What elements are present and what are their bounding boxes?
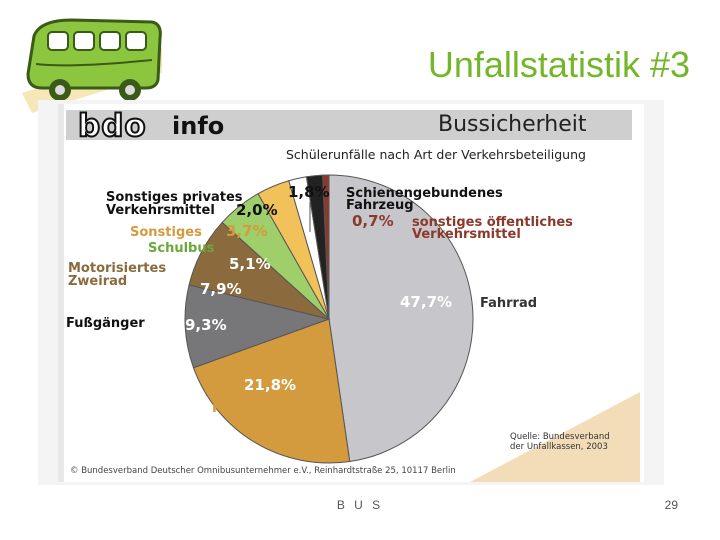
bus-logo-icon (22, 18, 162, 113)
pie-category-label-pkw: PKW (212, 401, 246, 416)
pie-category-label-schulbus: Schulbus (148, 241, 215, 256)
pie-slice-fahrrad (328, 174, 474, 463)
pie-value-label-sonstiges-privat: 2,0% (236, 201, 278, 219)
poster-header-band (66, 110, 632, 140)
pie-category-label-sonstiges-privat: Sonstiges privates (106, 190, 243, 205)
pie-value-label-pkw: 21,8% (244, 376, 296, 394)
source-line-1: Quelle: Bundesverband (510, 432, 610, 442)
pie-category-label-oepnv: Verkehrsmittel (412, 227, 521, 242)
chart-title: Schülerunfälle nach Art der Verkehrsbete… (286, 147, 586, 162)
copyright-line: © Bundesverband Deutscher Omnibusunterne… (70, 466, 456, 476)
footer-label: B U S (336, 498, 384, 512)
pie-value-label-sonstiges: 3,7% (226, 222, 268, 240)
pie-value-label-fahrrad: 47,7% (400, 293, 452, 311)
source-line-2: der Unfallkassen, 2003 (510, 442, 608, 452)
pie-category-label-fahrrad: Fahrrad (480, 296, 537, 311)
source-note: Quelle: Bundesverband der Unfallkassen, … (510, 432, 650, 452)
pie-category-label-sonstiges: Sonstiges (130, 225, 202, 240)
pie-value-label-zweirad: 7,9% (200, 280, 242, 298)
poster-header-title: Bussicherheit (438, 112, 587, 137)
pie-value-label-schiene: 1,8% (288, 183, 330, 201)
slide-title: Unfallstatistik #3 (427, 44, 690, 85)
pie-value-label-fussgaenger: 9,3% (185, 316, 227, 334)
poster-info-label: info (172, 112, 225, 140)
pie-category-label-zweirad: Zweirad (68, 274, 127, 289)
pie-category-label-fussgaenger: Fußgänger (66, 316, 145, 331)
pie-category-label-sonstiges-privat: Verkehrsmittel (106, 203, 215, 218)
pie-slice-fussgaenger (184, 284, 331, 369)
pie-value-label-schulbus: 5,1% (229, 255, 271, 273)
pie-category-label-zweirad: Motorisiertes (68, 261, 166, 276)
pie-slice-pkw (192, 318, 351, 464)
pie-category-label-oepnv: sonstiges öffentliches (412, 215, 573, 230)
pie-value-label-oepnv: 0,7% (352, 212, 394, 230)
pie-category-label-schiene: Schienengebundenes (346, 186, 503, 201)
pie-slice-oepnv (322, 174, 330, 320)
bdo-logo: bdo (77, 107, 147, 145)
pie-category-label-schiene: Fahrzeug (346, 198, 414, 213)
page-number: 29 (664, 498, 678, 512)
